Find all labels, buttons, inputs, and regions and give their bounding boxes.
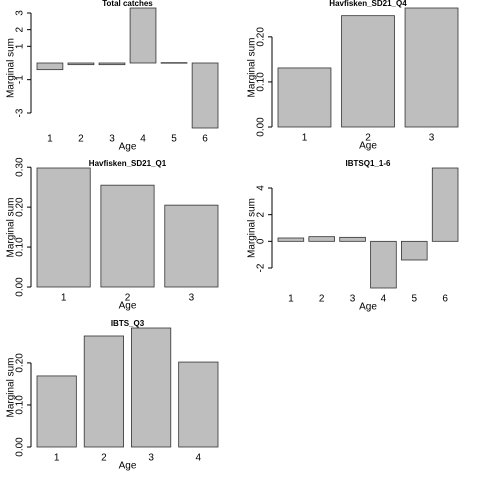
bar [129, 7, 157, 64]
bar [404, 7, 459, 128]
chart-title: Havfisken_SD21_Q1 [89, 159, 167, 168]
x-tick-label: 6 [442, 294, 448, 305]
y-tick-label: -2 [256, 263, 267, 272]
bar [100, 184, 155, 288]
x-axis-title: Age [119, 301, 137, 312]
x-tick-label: 2 [319, 294, 325, 305]
bar [36, 375, 77, 448]
x-tick-label: 4 [196, 453, 202, 464]
x-tick-label: 2 [101, 453, 107, 464]
y-tick-label: 2 [15, 26, 26, 32]
y-tick-label: 0 [256, 238, 267, 244]
y-tick-label: 0.20 [15, 197, 26, 217]
bar [277, 67, 332, 128]
x-tick-label: 1 [61, 293, 67, 304]
bar [98, 62, 126, 66]
y-tick-label: -1 [15, 75, 26, 84]
x-tick-label: 3 [429, 133, 435, 144]
bar [178, 361, 219, 448]
y-tick-label: 0.30 [15, 157, 26, 177]
y-tick-label: 2 [256, 211, 267, 217]
x-axis-title: Age [119, 461, 137, 472]
y-axis-title: Marginal sum [6, 357, 17, 417]
y-tick-label: -3 [15, 108, 26, 117]
x-tick-label: 6 [202, 134, 208, 145]
bar [131, 327, 172, 448]
x-axis-title: Age [119, 142, 137, 153]
x-tick-label: 3 [189, 293, 195, 304]
x-tick-label: 4 [140, 134, 146, 145]
x-tick-label: 5 [171, 134, 177, 145]
y-tick-label: 4 [256, 185, 267, 191]
bar [191, 62, 219, 129]
y-tick-label: 0.00 [15, 437, 26, 457]
y-axis-title: Marginal sum [247, 198, 258, 258]
y-axis-title: Marginal sum [6, 197, 17, 257]
y-tick-label: 0.00 [15, 277, 26, 297]
chart-title: IBTS_Q3 [111, 319, 145, 328]
y-tick-label: 0.00 [256, 117, 267, 137]
x-axis-title: Age [359, 141, 377, 152]
y-axis-title: Marginal sum [247, 37, 258, 97]
x-tick-label: 1 [54, 453, 60, 464]
bar [164, 204, 219, 288]
bar [341, 15, 395, 128]
bar [339, 236, 366, 242]
x-axis-title: Age [359, 302, 377, 313]
y-tick-label: 0.10 [15, 237, 26, 257]
y-tick-label: 3 [15, 10, 26, 16]
x-tick-label: 2 [125, 293, 131, 304]
bar [36, 62, 64, 71]
bar [83, 335, 124, 448]
bar [431, 167, 459, 242]
chart-title: IBTSQ1_1-6 [346, 159, 391, 168]
x-tick-label: 2 [78, 134, 84, 145]
y-tick-label: 0.10 [256, 72, 267, 92]
bar [370, 240, 397, 289]
x-tick-label: 3 [109, 134, 115, 145]
x-tick-label: 2 [365, 133, 371, 144]
bar [308, 236, 335, 242]
y-tick-label: 0.10 [15, 395, 26, 415]
x-tick-label: 4 [381, 294, 387, 305]
bar [160, 62, 188, 64]
bar [277, 237, 305, 242]
y-tick-label: 1 [15, 43, 26, 49]
x-tick-label: 3 [350, 294, 356, 305]
bar [67, 62, 95, 66]
bar [401, 240, 428, 261]
chart-title: Havfisken_SD21_Q4 [329, 0, 407, 8]
x-tick-label: 1 [47, 134, 53, 145]
x-tick-label: 1 [302, 133, 308, 144]
x-tick-label: 1 [288, 294, 294, 305]
y-tick-label: 0.20 [256, 27, 267, 47]
chart-title: Total catches [102, 0, 153, 8]
y-tick-label: 0.20 [15, 353, 26, 373]
x-tick-label: 3 [148, 453, 154, 464]
y-axis-title: Marginal sum [6, 38, 17, 98]
x-tick-label: 5 [412, 294, 418, 305]
bar [36, 167, 91, 288]
